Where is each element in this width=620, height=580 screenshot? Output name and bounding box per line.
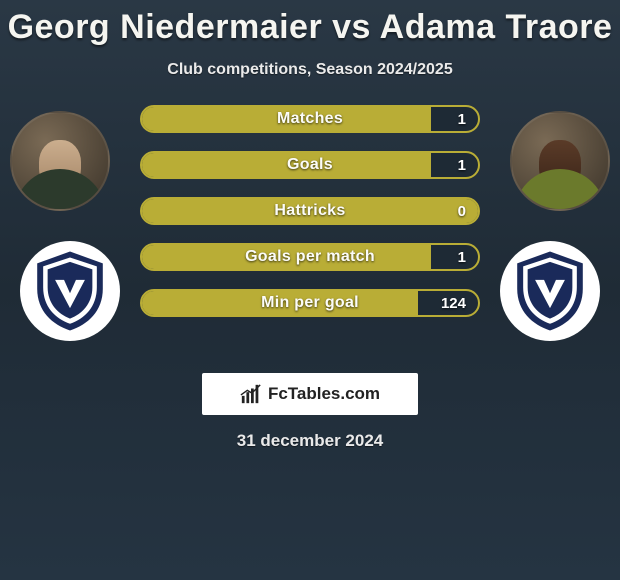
stat-bars: Matches1Goals1Hattricks0Goals per match1… (140, 105, 480, 335)
stat-label: Hattricks (142, 199, 478, 223)
avatar-body (14, 169, 106, 211)
club-shield-icon (31, 250, 109, 332)
stat-value-right: 0 (458, 199, 466, 223)
date-text: 31 december 2024 (0, 431, 620, 451)
page-title: Georg Niedermaier vs Adama Traore (0, 0, 620, 47)
stat-label: Goals (142, 153, 478, 177)
stat-label: Min per goal (142, 291, 478, 315)
player-left-club-badge (20, 241, 120, 341)
branding-badge: FcTables.com (202, 373, 418, 415)
player-right-avatar (510, 111, 610, 211)
stat-bar: Min per goal124 (140, 289, 480, 317)
chart-icon (240, 383, 262, 405)
stat-bar: Hattricks0 (140, 197, 480, 225)
stat-label: Matches (142, 107, 478, 131)
player-left-avatar (10, 111, 110, 211)
stat-value-right: 1 (458, 107, 466, 131)
stat-value-right: 1 (458, 153, 466, 177)
stat-value-right: 1 (458, 245, 466, 269)
stat-value-right: 124 (441, 291, 466, 315)
stat-label: Goals per match (142, 245, 478, 269)
comparison-content: Matches1Goals1Hattricks0Goals per match1… (0, 111, 620, 371)
stat-bar: Matches1 (140, 105, 480, 133)
stat-bar: Goals per match1 (140, 243, 480, 271)
player-right-club-badge (500, 241, 600, 341)
subtitle: Club competitions, Season 2024/2025 (0, 61, 620, 79)
avatar-body (514, 169, 606, 211)
stat-bar: Goals1 (140, 151, 480, 179)
branding-text: FcTables.com (268, 384, 380, 404)
club-shield-icon (511, 250, 589, 332)
